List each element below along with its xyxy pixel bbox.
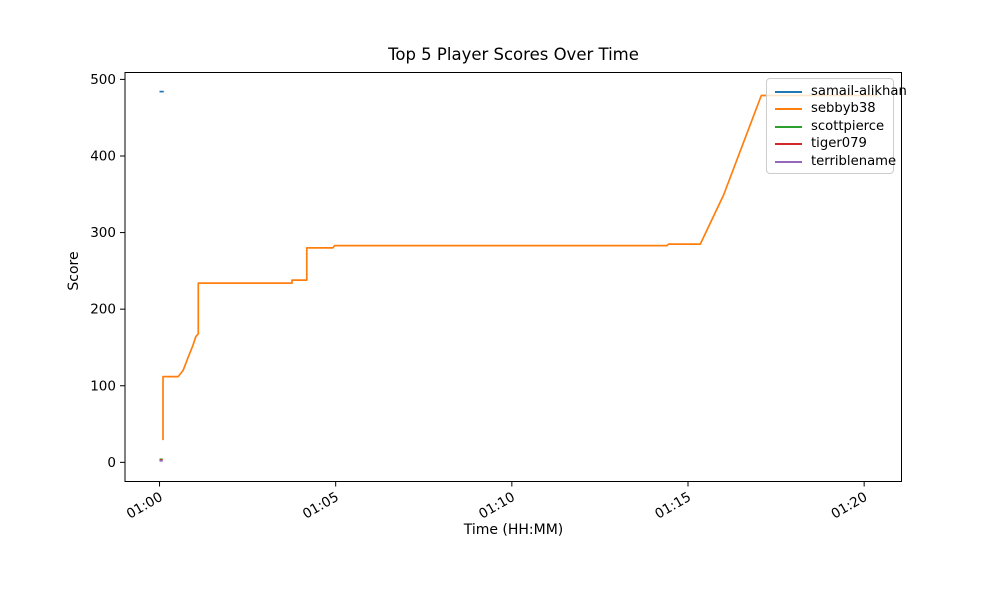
x-tick-label: 01:20 [828,489,870,522]
plot-border [124,72,902,482]
legend-swatch-terriblename [775,160,802,163]
legend-item: samail-alikhan [775,83,907,100]
legend-swatch-sebbyb38 [775,108,802,110]
y-tick-label: 0 [107,455,116,471]
legend: samail-alikhan sebbyb38 scottpierce tige… [766,78,907,174]
x-tick-label: 01:05 [300,489,342,522]
legend-label: scottpierce [811,118,885,134]
legend-label: samail-alikhan [811,83,907,99]
x-tick-label: 01:10 [476,489,518,522]
legend-item: scottpierce [775,118,893,135]
legend-item: terriblename [775,153,897,170]
legend-label: terriblename [811,153,897,169]
legend-item: tiger079 [775,136,893,153]
legend-swatch-tiger079 [775,143,802,145]
legend-label: sebbyb38 [811,101,876,117]
x-tick-label: 01:15 [652,489,694,522]
legend-swatch-scottpierce [775,125,802,128]
x-axis-label: Time (HH:MM) [463,522,564,538]
legend-item: sebbyb38 [775,101,893,118]
legend-swatch-samail-alikhan [775,90,802,93]
x-tick-label: 01:00 [124,489,166,522]
y-tick-label: 200 [90,302,116,318]
y-tick-label: 400 [90,148,116,164]
y-axis-label: Score [66,251,82,291]
legend-label: tiger079 [811,136,867,152]
series-line-sebbyb38 [162,94,879,441]
y-tick-label: 500 [90,72,116,88]
chart-title: Top 5 Player Scores Over Time [388,45,639,64]
y-tick-label: 300 [90,225,116,241]
y-tick-label: 100 [90,378,116,394]
